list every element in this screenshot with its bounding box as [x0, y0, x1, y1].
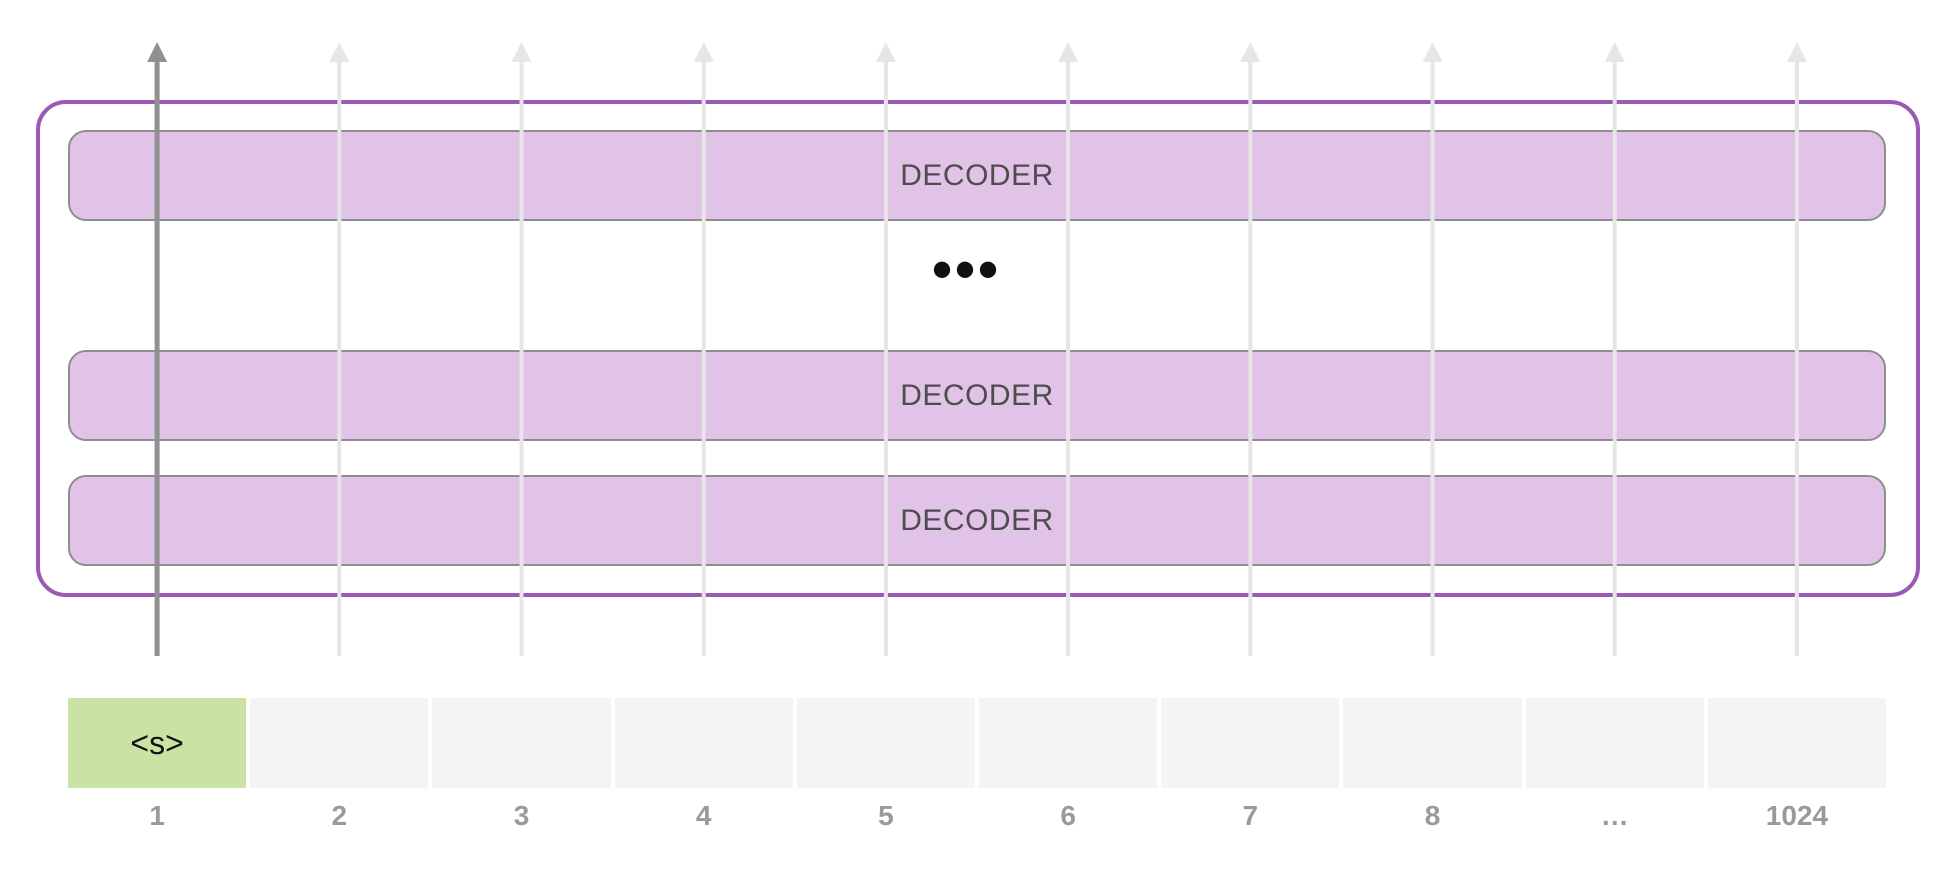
token-cell: [1343, 698, 1522, 788]
position-label: 4: [695, 800, 712, 831]
token-cell: <s>: [68, 698, 247, 788]
token-cell: [250, 698, 429, 788]
arrow-head-icon: [1058, 42, 1079, 62]
position-label: 3: [513, 800, 530, 831]
position-label: 2: [331, 800, 348, 831]
token-sequence: <s>: [68, 698, 1887, 788]
position-label: 7: [1242, 800, 1259, 831]
decoder-stack-container: [36, 100, 1920, 597]
decoder-label: DECODER: [900, 158, 1054, 192]
position-index-row: 1 2 3 4 5 6 7 8 … 1024: [68, 800, 1886, 840]
token-cell: [432, 698, 611, 788]
layer-ellipsis: •••: [931, 236, 1001, 303]
position-label: 8: [1424, 800, 1441, 831]
token-cell: [1525, 698, 1704, 788]
position-label: 6: [1060, 800, 1076, 831]
position-label: 1024: [1765, 800, 1829, 831]
position-label: 5: [878, 800, 894, 831]
decoder-label: DECODER: [900, 503, 1054, 537]
arrow-head-icon: [1240, 42, 1261, 62]
arrow-head-icon: [147, 42, 168, 62]
arrow-head-icon: [1786, 42, 1807, 62]
arrow-head-icon: [1422, 42, 1443, 62]
position-label: 1: [149, 800, 165, 831]
decoder-block-bottom: DECODER: [68, 475, 1886, 566]
token-cell: [979, 698, 1158, 788]
position-label: …: [1600, 800, 1629, 831]
decoder-block-top: DECODER: [68, 130, 1886, 221]
token-cell: [614, 698, 793, 788]
arrow-head-icon: [693, 42, 714, 62]
arrow-head-icon: [1604, 42, 1625, 62]
token-cell: [796, 698, 976, 788]
decoder-label: DECODER: [900, 378, 1054, 412]
arrow-head-icon: [875, 42, 896, 62]
arrow-head-icon: [329, 42, 350, 62]
decoder-block-middle: DECODER: [68, 350, 1886, 441]
arrow-head-icon: [511, 42, 532, 62]
token-cell: [1707, 698, 1887, 788]
token-cell: [1161, 698, 1340, 788]
